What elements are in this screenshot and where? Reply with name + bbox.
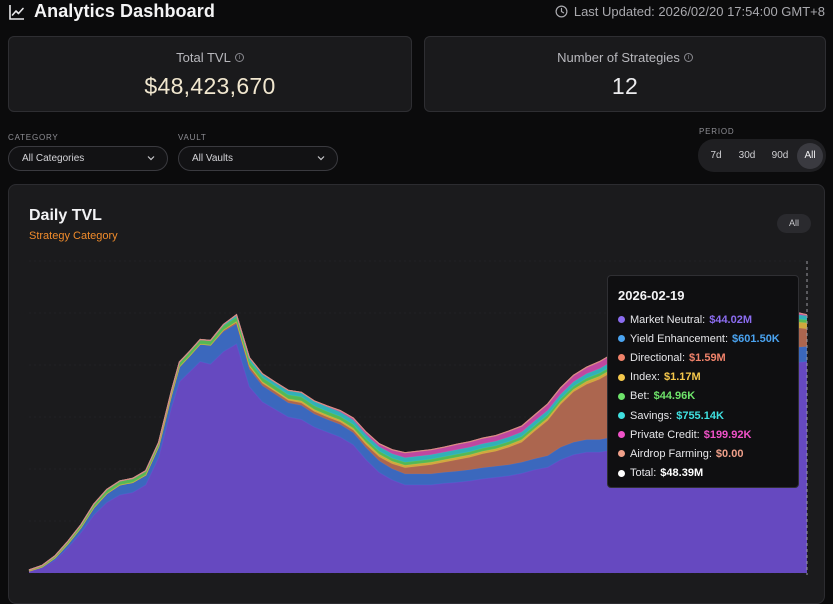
chart-range-badge[interactable]: All: [777, 214, 811, 233]
tooltip-value: $44.96K: [653, 390, 696, 403]
legend-dot-icon: [618, 392, 625, 400]
tooltip-value: $48.39M: [660, 467, 704, 480]
series-area-market-neutral: [29, 344, 807, 573]
tooltip-label: Yield Enhancement:: [630, 332, 729, 345]
clock-icon: [555, 5, 568, 18]
tooltip-row: Airdrop Farming: $0.00: [618, 444, 788, 463]
tooltip-label: Private Credit:: [630, 428, 700, 441]
last-updated-text: Last Updated: 2026/02/20 17:54:00 GMT+8: [573, 4, 825, 19]
category-select-value: All Categories: [22, 153, 85, 164]
vault-select-value: All Vaults: [192, 153, 233, 164]
tooltip-value: $199.92K: [703, 428, 752, 441]
tooltip-label: Savings:: [630, 409, 673, 422]
strategies-card: Number of Strategies i 12: [424, 36, 826, 112]
period-7d-button[interactable]: 7d: [710, 150, 722, 161]
header: Analytics Dashboard Last Updated: 2026/0…: [0, 0, 833, 26]
info-icon[interactable]: i: [683, 53, 693, 62]
last-updated: Last Updated: 2026/02/20 17:54:00 GMT+8: [555, 4, 825, 19]
tooltip-row: Yield Enhancement: $601.50K: [618, 329, 788, 348]
strategies-label: Number of Strategies: [557, 50, 680, 65]
legend-dot-icon: [618, 431, 625, 439]
period-30d-button[interactable]: 30d: [738, 150, 756, 161]
chevron-down-icon: [147, 156, 155, 161]
category-select[interactable]: All Categories: [8, 146, 168, 171]
legend-dot-icon: [618, 450, 625, 458]
total-tvl-label-row: Total TVL i: [9, 50, 411, 65]
tooltip-value: $0.00: [715, 447, 744, 460]
info-icon[interactable]: i: [234, 53, 244, 62]
tooltip-row: Directional: $1.59M: [618, 348, 788, 367]
tooltip-label: Market Neutral:: [630, 313, 706, 326]
chart-tooltip: 2026-02-19 Market Neutral: $44.02M Yield E…: [607, 275, 799, 488]
tooltip-value: $755.14K: [676, 409, 724, 422]
tooltip-row: Bet: $44.96K: [618, 387, 788, 406]
total-tvl-label: Total TVL: [176, 50, 231, 65]
period-filter-label: PERIOD: [699, 127, 735, 136]
legend-dot-icon: [618, 316, 625, 324]
strategies-label-row: Number of Strategies i: [425, 50, 825, 65]
chevron-down-icon: [317, 156, 325, 161]
legend-dot-icon: [618, 335, 625, 343]
tooltip-label: Directional:: [630, 351, 686, 364]
chart-subtitle: Strategy Category: [29, 230, 118, 242]
daily-tvl-chart-card: Daily TVL Strategy Category All 2026-02-…: [8, 184, 825, 604]
page-title: Analytics Dashboard: [34, 1, 215, 21]
tooltip-row: Private Credit: $199.92K: [618, 425, 788, 444]
tooltip-row: Savings: $755.14K: [618, 406, 788, 425]
strategies-value: 12: [611, 73, 639, 99]
total-tvl-card: Total TVL i $48,423,670: [8, 36, 412, 112]
tooltip-row: Market Neutral: $44.02M: [618, 310, 788, 329]
chart-title: Daily TVL: [29, 207, 102, 224]
title-wrap: Analytics Dashboard: [8, 1, 215, 22]
tooltip-value: $44.02M: [709, 313, 753, 326]
legend-dot-icon: [618, 412, 625, 420]
tooltip-label: Total:: [630, 467, 657, 480]
tooltip-label: Bet:: [630, 390, 650, 403]
period-toggle-group: 7d 30d 90d All: [698, 139, 826, 172]
tooltip-value: $601.50K: [732, 332, 780, 345]
tooltip-value: $1.59M: [689, 351, 726, 364]
period-all-button[interactable]: All: [797, 142, 823, 169]
tooltip-date: 2026-02-19: [618, 288, 685, 303]
legend-dot-icon: [618, 469, 625, 477]
total-tvl-value: $48,423,670: [144, 73, 276, 99]
tooltip-label: Airdrop Farming:: [630, 447, 712, 460]
vault-select[interactable]: All Vaults: [178, 146, 338, 171]
tooltip-row: Total: $48.39M: [618, 464, 788, 483]
line-chart-icon: [9, 4, 24, 20]
period-90d-button[interactable]: 90d: [771, 150, 789, 161]
tooltip-rows: Market Neutral: $44.02M Yield Enhancement:…: [618, 310, 788, 483]
vault-filter-label: VAULT: [178, 133, 207, 142]
category-filter-label: CATEGORY: [8, 133, 59, 142]
tooltip-value: $1.17M: [663, 371, 701, 384]
legend-dot-icon: [618, 373, 625, 381]
tooltip-row: Index: $1.17M: [618, 368, 788, 387]
tooltip-label: Index:: [630, 371, 660, 384]
legend-dot-icon: [618, 354, 625, 362]
